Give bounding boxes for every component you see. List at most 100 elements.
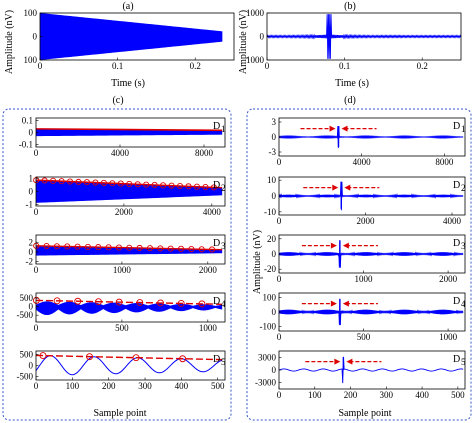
chart-d-1-ytick-label: 0 <box>272 132 277 142</box>
chart-d-1-ytick-label: -3 <box>269 147 277 157</box>
chart-a-ytick-label: 100 <box>24 55 38 65</box>
chart-c-2-peak <box>66 178 74 185</box>
chart-c-3-box <box>35 234 226 265</box>
chart-a-ytick-label: 100 <box>24 8 38 18</box>
chart-c-3-ytick-label: 0 <box>29 247 34 257</box>
chart-d-4-xtick-label: 1000 <box>439 332 458 342</box>
chart-c-2-xtick-label: 4000 <box>203 207 222 217</box>
chart-d-3-xtick-label: 2000 <box>439 274 458 284</box>
chart-a-xtick-label: 0.1 <box>112 61 123 71</box>
panel-a-label: (a) <box>122 1 133 12</box>
chart-c-3-ytick-label: -2 <box>26 257 34 267</box>
chart-c-5-xtick-label: 200 <box>102 381 116 391</box>
chart-a-signal <box>40 13 223 60</box>
chart-c-1-xtick-label: 8000 <box>195 148 214 158</box>
chart-d-1-arrowhead-left <box>329 125 336 132</box>
chart-d-3-ytick-label: 20 <box>267 234 277 244</box>
chart-c-4-xtick-label: 500 <box>115 323 129 333</box>
chart-c-2-xtick-label: 2000 <box>115 207 134 217</box>
chart-c-3-xtick-label: 1000 <box>113 265 132 275</box>
chart-d-1-xtick-label: 4000 <box>353 157 372 167</box>
chart-c-3-peak <box>43 242 50 250</box>
frame-d <box>246 108 472 421</box>
chart-d-4-ytick-label: 100 <box>263 292 277 302</box>
chart-c-2-peak <box>151 181 158 189</box>
chart-c-3-peak <box>115 244 122 251</box>
chart-c-4-signal <box>36 301 223 316</box>
chart-d-5-tag: D <box>453 354 460 365</box>
chart-c-5-xtick-label: 500 <box>211 381 225 391</box>
chart-d-4-arrowhead-right <box>342 300 349 307</box>
chart-c-2-ytick-label: 0 <box>29 187 34 197</box>
chart-c-5-ytick-label: 500 <box>20 349 34 359</box>
chart-c-3-peak <box>146 245 154 252</box>
chart-d-5-arrowhead-left <box>334 358 341 365</box>
frame-c <box>2 108 232 421</box>
chart-d-1-arrowhead-right <box>341 125 348 132</box>
chart-a-xtick-label: 0 <box>38 61 43 71</box>
chart-c-4-peak <box>198 300 206 308</box>
chart-d-2-xtick-label: 4000 <box>443 216 462 226</box>
chart-d-5-xtick-label: 300 <box>380 390 394 400</box>
chart-c-3-peak <box>136 244 143 252</box>
chart-c-3-peak <box>84 243 91 250</box>
chart-d-5-ytick-label: 0 <box>272 365 277 375</box>
chart-c-2-peak <box>143 181 150 188</box>
chart-b-xtick-label: 0.1 <box>339 61 350 71</box>
chart-c-5-xtick-label: 400 <box>175 381 189 391</box>
chart-c-2-peak <box>202 183 209 191</box>
chart-d-2-ytick-label: 10 <box>267 175 277 185</box>
chart-d-1-signal <box>278 125 464 149</box>
chart-c-4-ytick-label: 500 <box>20 293 34 303</box>
chart-c-3-tag: D <box>213 238 220 249</box>
chart-c-3-xtick-label: 2000 <box>199 265 218 275</box>
chart-c-5-box <box>35 350 226 381</box>
chart-b-xtick-label: 0.2 <box>417 61 428 71</box>
chart-c-2-peak <box>109 180 116 187</box>
chart-d-3-arrowhead-left <box>330 242 337 249</box>
chart-c-3-peak <box>64 243 71 250</box>
chart-c-5-xtick-label: 100 <box>66 381 80 391</box>
chart-d-5-signal <box>278 356 464 384</box>
chart-c-3-peak <box>177 245 185 252</box>
chart-c-2-peak <box>58 178 65 185</box>
chart-c-3-peak <box>126 244 133 251</box>
chart-d-1-ytick-label: 3 <box>272 117 277 127</box>
xlabel-a: Time (s) <box>111 78 145 89</box>
xlabel-c: Sample point <box>93 408 146 419</box>
chart-c-4-peak <box>53 297 61 305</box>
chart-c-5-peak <box>132 354 140 362</box>
chart-c-4-peak <box>95 298 102 306</box>
ylabel-top: Amplitude (nV) <box>4 10 15 74</box>
panel-d-label: (d) <box>344 95 356 106</box>
chart-d-4-tag-sub: 4 <box>461 299 466 309</box>
chart-c-4-tag: D <box>213 296 220 307</box>
chart-c-1-envelope <box>35 128 223 132</box>
chart-d-2-signal <box>278 181 464 211</box>
chart-a-ytick-label: 0 <box>33 32 38 42</box>
xlabel-d: Sample point <box>338 408 391 419</box>
chart-c-4-peak <box>157 299 164 307</box>
chart-d-3-ytick-label: -20 <box>264 264 276 274</box>
chart-c-4-xtick-label: 1000 <box>199 323 218 333</box>
chart-d-2-ytick-label: 0 <box>272 191 277 201</box>
chart-c-5-xtick-label: 0 <box>34 381 39 391</box>
chart-c-4-xtick-label: 0 <box>34 323 39 333</box>
chart-c-3-peak <box>198 246 205 253</box>
chart-d-2-ytick-label: -10 <box>264 207 276 217</box>
chart-c-3-peak <box>74 243 81 250</box>
chart-d-3-arrowhead-right <box>342 242 349 249</box>
chart-d-5-xtick-label: 500 <box>451 390 465 400</box>
chart-c-3-ytick-label: 2 <box>29 237 34 247</box>
chart-c-2-peak <box>117 180 124 187</box>
chart-c-2-peak <box>100 179 107 186</box>
chart-c-2-ytick-label: -1 <box>26 200 34 210</box>
chart-c-5-tag-sub: 5 <box>221 357 226 367</box>
chart-c-5-signal <box>35 355 223 376</box>
panel-b-label: (b) <box>344 1 356 12</box>
chart-c-4-box <box>35 292 226 323</box>
